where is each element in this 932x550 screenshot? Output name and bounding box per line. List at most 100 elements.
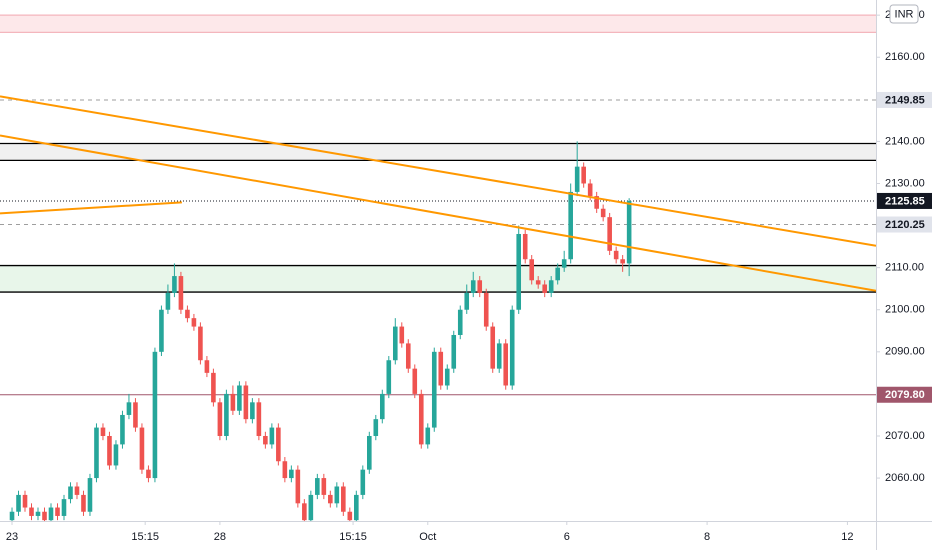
candle-body: [392, 326, 398, 361]
candle-body: [626, 200, 632, 264]
candle-body: [191, 318, 197, 327]
candle-body: [503, 343, 509, 386]
candle-body: [334, 486, 340, 504]
candle-body: [328, 494, 333, 504]
candle-body: [81, 494, 86, 512]
candle-body: [555, 267, 560, 281]
currency-box[interactable]: [889, 4, 919, 24]
price-badge-label: 2079.80: [885, 389, 925, 401]
candle-body: [178, 276, 184, 310]
candle-body: [379, 393, 385, 420]
x-tick-label: 6: [564, 531, 570, 543]
candle-body: [613, 250, 619, 260]
candle-body: [412, 368, 418, 394]
candle-body: [217, 402, 223, 436]
candle-body: [35, 511, 41, 516]
candle-body: [529, 259, 535, 281]
x-tick-label: 23: [6, 531, 18, 543]
zone: [0, 143, 876, 161]
candle-body: [399, 326, 405, 344]
candle-body: [126, 402, 132, 415]
candle-body: [386, 360, 392, 394]
x-tick-label: 28: [214, 531, 226, 543]
candle-body: [574, 166, 580, 192]
candle-body: [172, 276, 177, 293]
trend-line: [0, 201, 182, 215]
x-tick-label: 8: [704, 531, 710, 543]
candle-body: [146, 469, 151, 479]
candle-body: [405, 343, 411, 369]
candle-body: [302, 503, 307, 521]
candle-body: [483, 292, 489, 327]
candle-body: [600, 208, 606, 218]
trend-line: [0, 95, 876, 247]
candle-body: [295, 469, 301, 504]
candle-body: [620, 259, 625, 264]
price-badge: [877, 216, 932, 233]
y-tick-label: 2130.00: [885, 177, 925, 189]
y-tick-label: 2060.00: [885, 472, 925, 484]
price-badge: [877, 192, 932, 209]
candle-body: [29, 507, 34, 516]
candle-body: [308, 494, 314, 521]
y-tick-label: 2110.00: [885, 262, 924, 274]
candle-body: [509, 309, 515, 386]
candle-body: [237, 385, 242, 411]
candle-body: [94, 427, 99, 479]
candle-body: [464, 292, 470, 310]
candle-body: [360, 469, 366, 495]
price-badge: [877, 91, 932, 108]
candle-body: [457, 309, 463, 335]
candle-body: [87, 478, 93, 512]
candle-body: [243, 385, 249, 420]
candle-body: [230, 393, 236, 411]
currency-badge[interactable]: INR: [889, 4, 919, 24]
candle-body: [100, 427, 106, 436]
currency-label[interactable]: INR: [895, 8, 914, 20]
candle-body: [490, 326, 496, 369]
candle-body: [438, 351, 444, 386]
candle-body: [269, 427, 275, 445]
candle-body: [113, 444, 119, 466]
candle-body: [48, 507, 54, 521]
candle-body: [535, 280, 541, 285]
candle-body: [289, 469, 294, 479]
candle-body: [139, 427, 145, 470]
candle-body: [224, 393, 229, 436]
price-badge-label: 2120.25: [885, 219, 925, 231]
candle-body: [542, 284, 547, 293]
candle-body: [561, 259, 567, 268]
candle-body: [165, 292, 171, 310]
candle-body: [211, 372, 216, 403]
candle-body: [42, 511, 47, 521]
x-tick-label: 12: [841, 531, 853, 543]
candle-body: [522, 233, 528, 260]
candle-body: [373, 419, 379, 436]
candle-body: [263, 435, 268, 445]
candle-body: [250, 402, 255, 420]
candle-body: [367, 435, 372, 470]
plot-area: [0, 14, 876, 521]
x-tick-label: Oct: [419, 531, 436, 543]
candle-body: [256, 402, 262, 436]
y-tick-label: 2160.00: [885, 51, 925, 63]
zone: [0, 265, 876, 293]
candle-body: [444, 368, 450, 386]
x-tick-label: 15:15: [339, 531, 367, 543]
y-tick-label: 2090.00: [885, 346, 925, 358]
y-tick-label: 2100.00: [885, 304, 925, 316]
candle-body: [282, 461, 288, 479]
candle-body: [198, 326, 203, 361]
candle-body: [607, 217, 612, 251]
price-badge-label: 2149.85: [885, 94, 925, 106]
candle-body: [477, 280, 483, 293]
candle-body: [315, 478, 320, 495]
x-tick-label: 15:15: [131, 531, 159, 543]
candle-body: [425, 427, 431, 445]
candle-body: [321, 478, 327, 495]
candle-body: [55, 507, 60, 516]
candle-body: [120, 414, 125, 445]
candle-body: [516, 233, 522, 310]
